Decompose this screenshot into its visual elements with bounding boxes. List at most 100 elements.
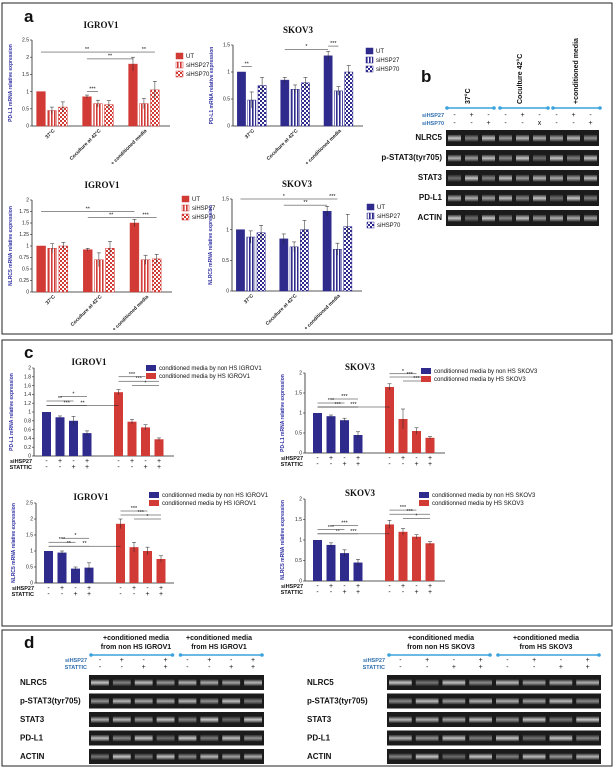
blot-band: [415, 716, 439, 723]
panel-label-d: d: [24, 633, 34, 652]
y-tick-label: 1: [26, 89, 29, 95]
protein-label: ACTIN: [307, 752, 332, 761]
legend-label: siHSP27: [186, 63, 210, 69]
significance-label: **: [67, 541, 72, 547]
treatment-mark: +: [414, 461, 418, 468]
treatment-label: siHSP27: [65, 658, 87, 664]
significance-label: **: [80, 400, 85, 406]
frame-panel-d: [1, 629, 613, 767]
treatment-mark: -: [388, 589, 391, 596]
group-divider-dot: [178, 653, 183, 657]
legend-swatch: [365, 65, 374, 73]
y-tick-label: 1.5: [22, 221, 29, 227]
chart-a2-skov3-pdl1: SKOV3 PD-L1 mRNA relative expression 0 0.5 1…: [209, 25, 400, 167]
treatment-mark: -: [74, 585, 77, 592]
treatment-mark: +: [428, 461, 432, 468]
column-header: +conditioned media from non HS IGROV1: [101, 635, 172, 651]
legend-label: UT: [377, 205, 385, 211]
treatment-mark: +: [60, 585, 64, 592]
bar: [353, 435, 363, 453]
y-tick-label: 1: [26, 244, 29, 250]
bar: [326, 416, 336, 453]
bar: [334, 90, 343, 127]
significance-label: *: [305, 44, 308, 50]
y-tick-label: 0.5: [26, 565, 33, 571]
bar: [140, 259, 151, 293]
blot-band: [550, 214, 563, 222]
group-divider-dot: [445, 106, 449, 110]
bar: [322, 211, 332, 292]
treatment-mark: -: [388, 461, 391, 468]
protein-label: PD-L1: [20, 734, 44, 743]
bar: [340, 420, 349, 453]
bar: [290, 89, 300, 127]
bar: [116, 523, 125, 583]
chart-a4-skov3-nlrc5: SKOV3 NLRC5 mRNA relative expression 0 0.5 1…: [208, 179, 401, 332]
blot-band: [469, 698, 492, 705]
blot-band: [482, 154, 495, 162]
blot-band: [516, 174, 529, 182]
blot-strip: [387, 712, 601, 727]
significance-label: **: [336, 529, 341, 535]
blot-band: [516, 154, 529, 162]
x-category-label: + conditioned media: [112, 294, 151, 333]
treatment-row-label: STATTIC: [281, 590, 303, 596]
blot-band: [469, 716, 492, 723]
bar: [57, 552, 67, 583]
blot-band: [112, 735, 131, 742]
x-category-label: 37°C: [243, 293, 255, 305]
blot-band: [533, 174, 546, 182]
legend-label: conditionned media by HS IGROV1: [162, 501, 257, 507]
protein-label: STAT3: [307, 715, 332, 724]
protein-label: ACTIN: [20, 752, 45, 761]
treatment-mark: -: [399, 657, 402, 664]
bar: [84, 567, 94, 583]
y-tick-label: 2: [28, 366, 31, 372]
y-axis-label: NLRC5 mRNA relative expression: [208, 205, 214, 285]
treatment-mark: -: [99, 657, 102, 664]
chart-title: SKOV3: [282, 179, 313, 189]
bar: [36, 91, 46, 127]
blot-band: [499, 214, 512, 222]
bar: [412, 536, 421, 581]
treatment-mark: -: [453, 120, 456, 127]
treatment-mark: -: [453, 112, 456, 119]
panel-label-a: a: [24, 7, 34, 26]
blot-band: [91, 679, 109, 686]
treatment-mark: +: [229, 664, 233, 671]
treatment-mark: +: [356, 589, 360, 596]
blot-band: [550, 154, 563, 162]
treatment-mark: +: [143, 464, 147, 471]
treatment-mark: -: [402, 589, 405, 596]
bar: [141, 427, 150, 456]
blot-band: [442, 753, 466, 760]
blot-band: [442, 716, 466, 723]
treatment-label: siHSP70: [422, 121, 444, 127]
treatment-mark: -: [521, 120, 524, 127]
legend-swatch: [366, 203, 375, 211]
protein-label: STAT3: [418, 173, 443, 182]
treatment-mark: +: [571, 112, 575, 119]
chart-title: SKOV3: [345, 362, 376, 372]
significance-label: ***: [328, 525, 335, 531]
blot-band: [389, 679, 412, 686]
bar: [289, 246, 299, 292]
chart-title: SKOV3: [283, 25, 314, 35]
treatment-mark: -: [143, 657, 146, 664]
bar: [313, 413, 322, 453]
significance-label: ***: [142, 212, 149, 218]
blot-band: [549, 735, 573, 742]
treatment-mark: -: [121, 664, 124, 671]
blot-band: [389, 735, 412, 742]
western-blot-d-igrov1: +conditioned media from non HS IGROV1 +con…: [20, 635, 264, 764]
legend-label: conditionned media by non HS SKOV3: [434, 369, 538, 375]
x-category-label: Coculture at 42°C: [70, 294, 104, 328]
legend-label: UT: [186, 54, 194, 60]
legend-swatch: [149, 500, 159, 506]
blot-band: [567, 174, 580, 182]
treatment-mark: -: [146, 585, 149, 592]
treatment-mark: -: [388, 455, 391, 462]
treatment-mark: -: [230, 657, 233, 664]
significance-label: *: [283, 194, 286, 200]
y-tick-label: 0: [299, 579, 302, 585]
